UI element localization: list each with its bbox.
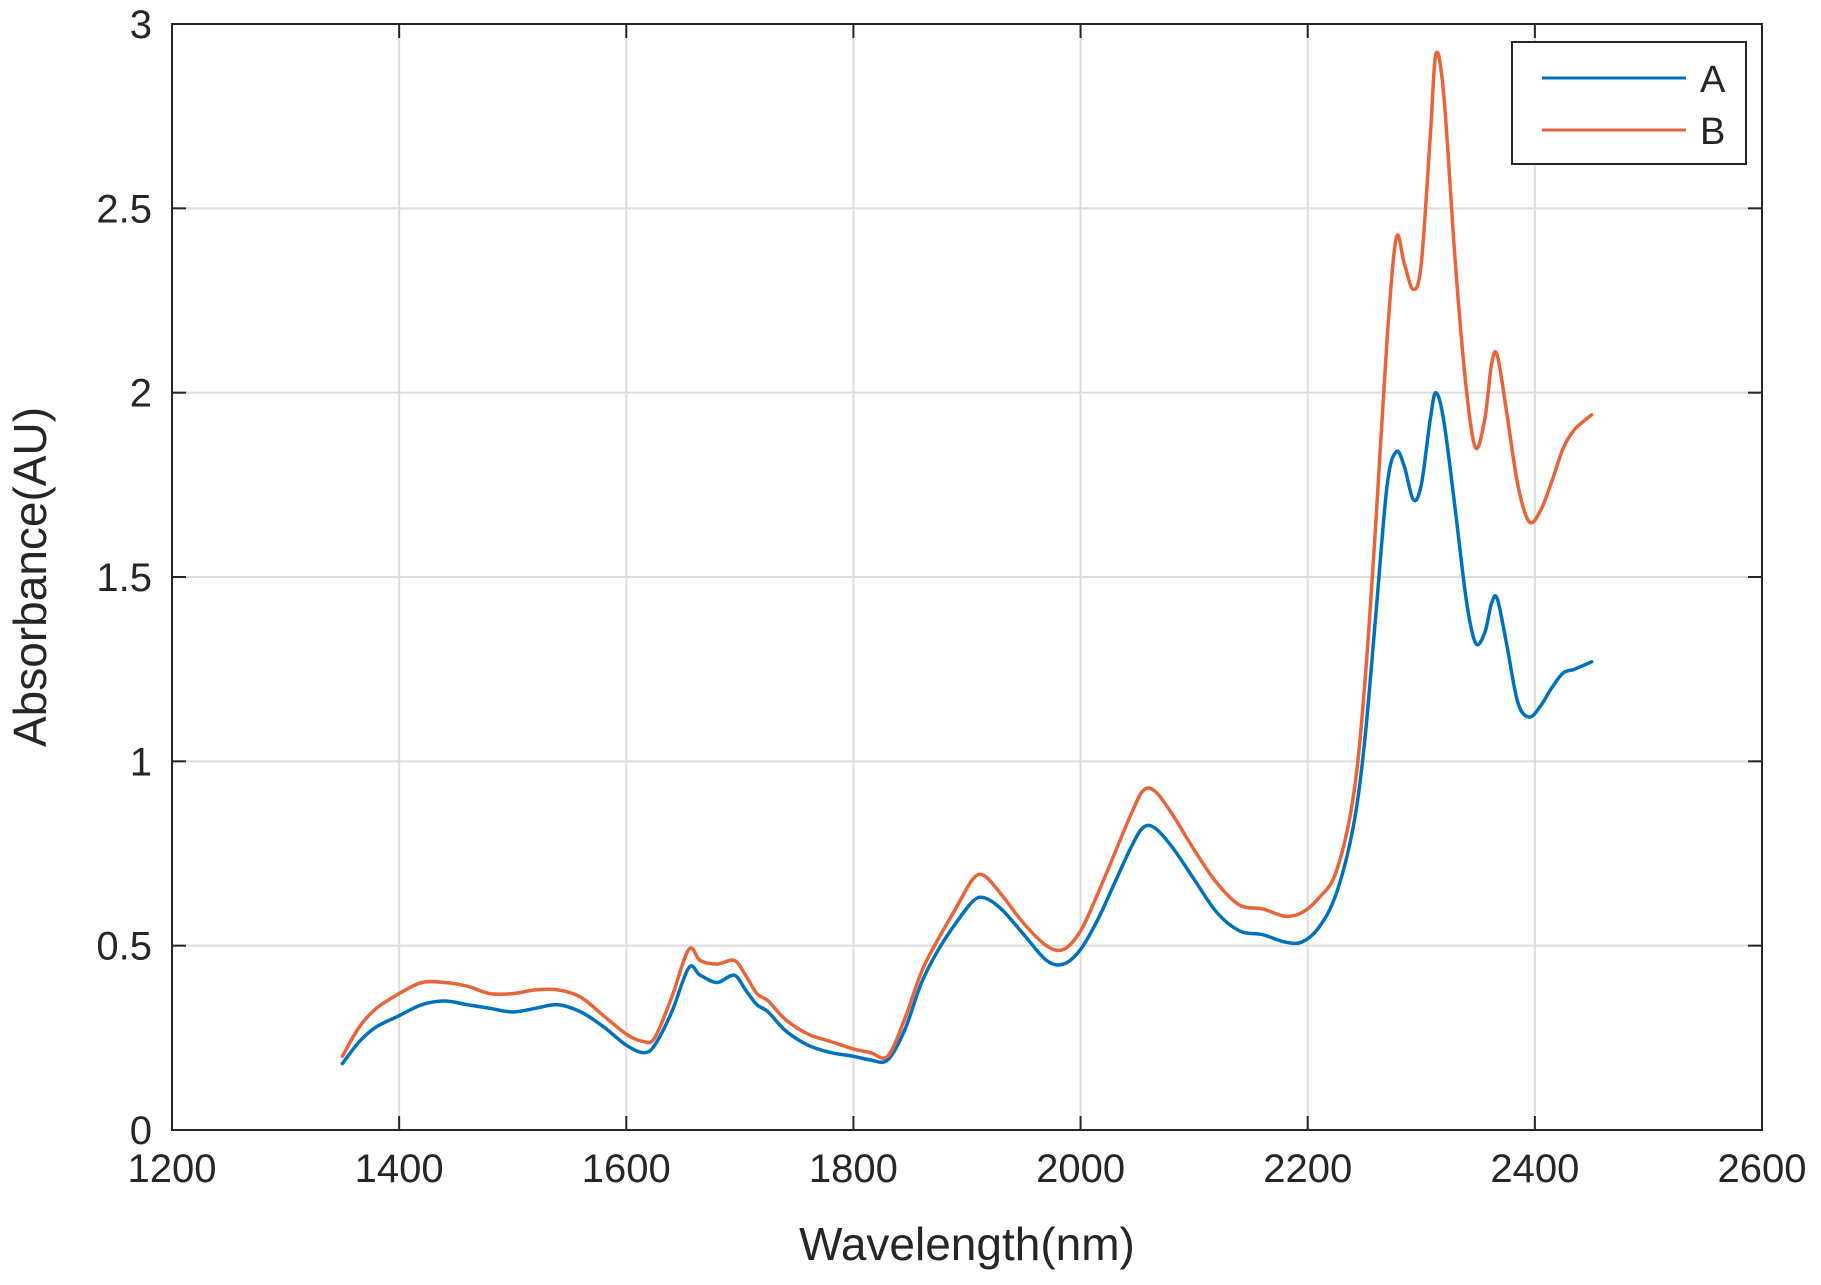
y-tick-label: 2.5 [96,187,152,231]
y-axis-ticks: 0 0.5 1 1.5 2 2.5 3 [96,3,1762,1153]
y-axis-label: Absorbance(AU) [4,407,56,747]
y-tick-label: 2 [130,372,152,416]
x-axis-ticks: 1200 1400 1600 1800 2000 2200 2400 2600 [128,24,1807,1191]
x-tick-label: 1400 [355,1147,444,1191]
legend-label-b: B [1700,111,1725,153]
x-tick-label: 2000 [1036,1147,1125,1191]
legend-box [1511,41,1747,165]
y-gridlines [172,207,1762,947]
legend-label-a: A [1700,59,1726,101]
y-tick-label: 1.5 [96,556,152,600]
x-tick-label: 1800 [809,1147,898,1191]
x-tick-label: 1200 [128,1147,217,1191]
x-tick-label: 2200 [1263,1147,1352,1191]
x-tick-label: 2600 [1718,1147,1807,1191]
series-line-b [340,50,1594,1060]
series-layer [340,50,1594,1066]
series-line-a [340,390,1594,1066]
legend: A B [1511,41,1747,165]
x-axis-label: Wavelength(nm) [799,1218,1135,1270]
y-tick-label: 3 [130,3,152,47]
y-tick-label: 0 [130,1109,152,1153]
y-tick-label: 0.5 [96,925,152,969]
x-tick-label: 2400 [1490,1147,1579,1191]
y-tick-label: 1 [130,740,152,784]
x-tick-label: 1600 [582,1147,671,1191]
